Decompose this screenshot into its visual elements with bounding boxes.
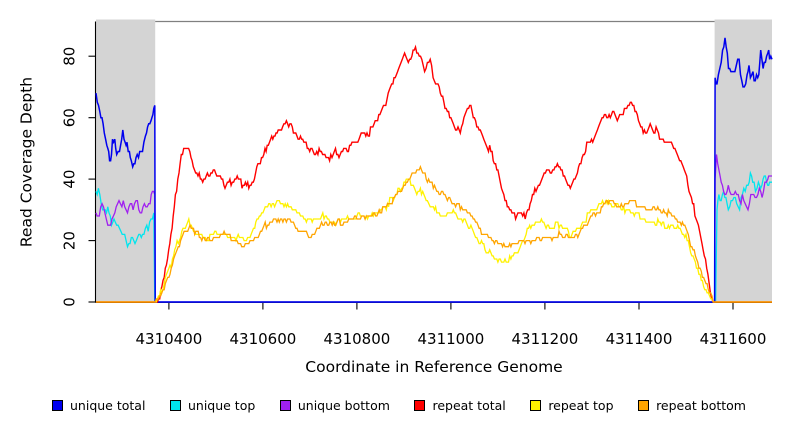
legend-label: unique top xyxy=(187,398,256,413)
series-line-repeat-bottom xyxy=(96,164,772,303)
legend-swatch-icon xyxy=(530,400,542,411)
legend: unique total unique top unique bottom repea… xyxy=(0,398,792,413)
legend-label: repeat top xyxy=(548,398,614,413)
legend-swatch-icon xyxy=(414,400,426,411)
y-axis-title: Read Coverage Depth xyxy=(18,77,36,247)
legend-label: unique bottom xyxy=(297,398,390,413)
series-layer xyxy=(95,37,773,303)
y-tick-label: 60 xyxy=(61,108,79,127)
x-tick-label: 4311000 xyxy=(417,330,484,348)
series-line-unique-total xyxy=(95,37,773,303)
x-tick-label: 4310800 xyxy=(323,330,390,348)
legend-swatch-icon xyxy=(638,400,650,411)
legend-item-unique-total: unique total xyxy=(52,398,145,413)
series-line-unique-top xyxy=(95,170,772,303)
y-tick-label: 0 xyxy=(61,297,79,307)
legend-item-repeat-bottom: repeat bottom xyxy=(638,398,746,413)
x-tick-label: 4311400 xyxy=(606,330,673,348)
shaded-region xyxy=(714,19,772,303)
y-tick-label: 80 xyxy=(61,47,79,66)
legend-swatch-icon xyxy=(169,400,181,411)
legend-item-unique-top: unique top xyxy=(169,398,256,413)
legend-label: repeat bottom xyxy=(656,398,746,413)
y-tick-label: 20 xyxy=(61,231,79,250)
legend-swatch-icon xyxy=(279,400,291,411)
legend-label: repeat total xyxy=(432,398,506,413)
legend-swatch-icon xyxy=(52,400,63,411)
y-tick-label: 40 xyxy=(61,170,79,189)
x-tick-label: 4310400 xyxy=(135,330,202,348)
shaded-region xyxy=(96,19,156,303)
series-line-repeat-top xyxy=(96,178,772,303)
series-line-unique-bottom xyxy=(95,154,772,303)
legend-item-repeat-total: repeat total xyxy=(414,398,506,413)
legend-item-unique-bottom: unique bottom xyxy=(279,398,390,413)
series-line-repeat-total xyxy=(96,44,772,303)
legend-label: unique total xyxy=(70,398,146,413)
x-tick-label: 4311600 xyxy=(700,330,767,348)
legend-item-repeat-top: repeat top xyxy=(530,398,614,413)
x-axis-title: Coordinate in Reference Genome xyxy=(305,358,562,376)
x-tick-label: 4310600 xyxy=(229,330,296,348)
x-tick-label: 4311200 xyxy=(511,330,578,348)
